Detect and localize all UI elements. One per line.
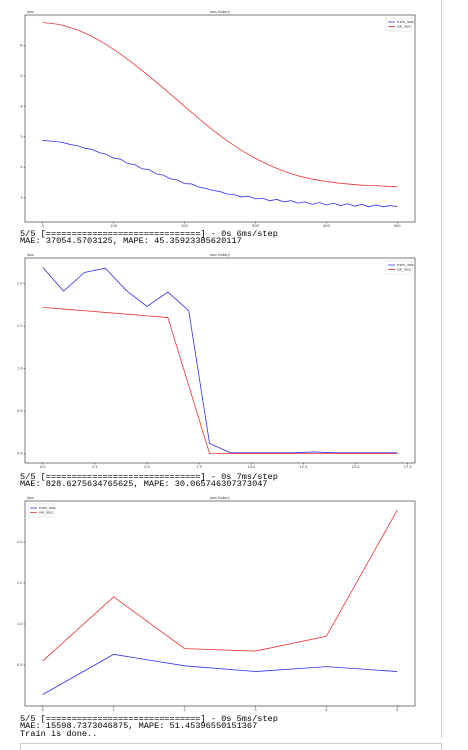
y-tick-label: 2.0 <box>17 282 23 286</box>
chart-title: loss history <box>210 496 230 500</box>
legend-label: val_loss <box>397 268 411 272</box>
y-tick-label: 4 <box>20 104 23 108</box>
y-tick-label: 6 <box>20 43 22 47</box>
legend-label: train_loss <box>39 506 56 510</box>
progress: 5/5 [==============================] - 0… <box>20 229 278 239</box>
y-tick-label: 1.0 <box>17 622 23 626</box>
y-tick-label: 2.0 <box>17 540 23 544</box>
x-tick-label: 4 <box>325 708 328 712</box>
metrics: MAE: 828.6275634765625, MAPE: 30.0657463… <box>20 479 268 490</box>
legend-box <box>385 260 413 275</box>
x-tick-label: 200 <box>181 224 188 228</box>
chart: loss history loss 0 100 200 300 400 500 1 2 3 4 5 6 tr… <box>20 10 416 228</box>
metrics: MAE: 15598.7373046875, MAPE: 51.45396550… <box>20 721 258 732</box>
legend-label: val_loss <box>39 511 53 515</box>
output-text: 5/5 [==============================] - 0… <box>20 229 278 247</box>
y-axis-label: loss <box>27 496 34 500</box>
scroll-rail <box>441 0 442 738</box>
y-tick-label: 3 <box>20 135 22 139</box>
x-tick-label: 100 <box>110 224 117 228</box>
y-tick-label: 1 <box>20 196 22 200</box>
y-tick-label: 2 <box>20 165 22 169</box>
y-tick-label: 1.0 <box>17 367 23 371</box>
plot-frame <box>24 257 416 464</box>
x-tick-label: 3 <box>254 708 256 712</box>
y-tick-label: 5 <box>20 74 22 78</box>
output-text: 5/5 [==============================] - 0… <box>20 472 278 490</box>
legend-label: val_loss <box>397 25 411 29</box>
output-text: 5/5 [==============================] - 0… <box>20 714 278 739</box>
y-tick-label: 0.0 <box>17 452 23 456</box>
x-tick-label: 7.5 <box>196 465 202 469</box>
chart: loss history loss 0.0 2.5 5.0 7.5 10.0 12.5 15.0… <box>17 253 416 469</box>
y-axis-label: loss <box>27 253 34 257</box>
line-series <box>42 140 398 208</box>
legend-box <box>27 503 55 518</box>
x-tick-label: 2.5 <box>92 465 98 469</box>
x-tick-label: 2 <box>183 708 185 712</box>
x-tick-label: 5.0 <box>144 465 150 469</box>
x-tick-label: 300 <box>252 224 259 228</box>
line-series <box>42 509 398 662</box>
y-tick-label: 1.5 <box>17 324 23 328</box>
line-series <box>42 22 398 188</box>
plot-frame <box>24 14 416 223</box>
x-tick-label: 0 <box>42 224 44 228</box>
x-tick-label: 0 <box>42 708 44 712</box>
y-tick-label: 0.5 <box>17 663 23 667</box>
x-tick-label: 17.5 <box>404 465 412 469</box>
chart-title: loss history <box>210 10 230 14</box>
progress: 5/5 [==============================] - 0… <box>20 472 278 482</box>
line-series <box>42 267 398 454</box>
y-tick-label: 0.5 <box>17 409 23 413</box>
line-series <box>42 653 398 695</box>
x-tick-label: 400 <box>323 224 330 228</box>
line-series <box>42 306 398 455</box>
y-axis-label: loss <box>27 10 34 14</box>
status: Train is done.. <box>20 728 98 739</box>
legend-box <box>385 17 413 32</box>
metrics: MAE: 37054.5703125, MAPE: 45.35923385620… <box>20 236 242 247</box>
x-tick-label: 15.0 <box>352 465 360 469</box>
x-tick-label: 12.5 <box>300 465 308 469</box>
plot-frame <box>24 500 416 707</box>
x-tick-label: 5 <box>396 708 398 712</box>
x-tick-label: 10.0 <box>247 465 255 469</box>
x-tick-label: 0.0 <box>40 465 46 469</box>
x-tick-label: 500 <box>394 224 401 228</box>
input-box[interactable] <box>20 743 442 750</box>
legend-label: train_loss <box>397 263 414 267</box>
y-tick-label: 1.5 <box>17 581 23 585</box>
legend-label: train_loss <box>397 20 414 24</box>
chart: loss history loss 0 1 2 3 4 5 0.5 1.0 1.5 2.0 train_… <box>17 496 416 712</box>
chart-title: loss history <box>210 253 230 257</box>
progress: 5/5 [==============================] - 0… <box>20 714 278 724</box>
x-tick-label: 1 <box>113 708 115 712</box>
